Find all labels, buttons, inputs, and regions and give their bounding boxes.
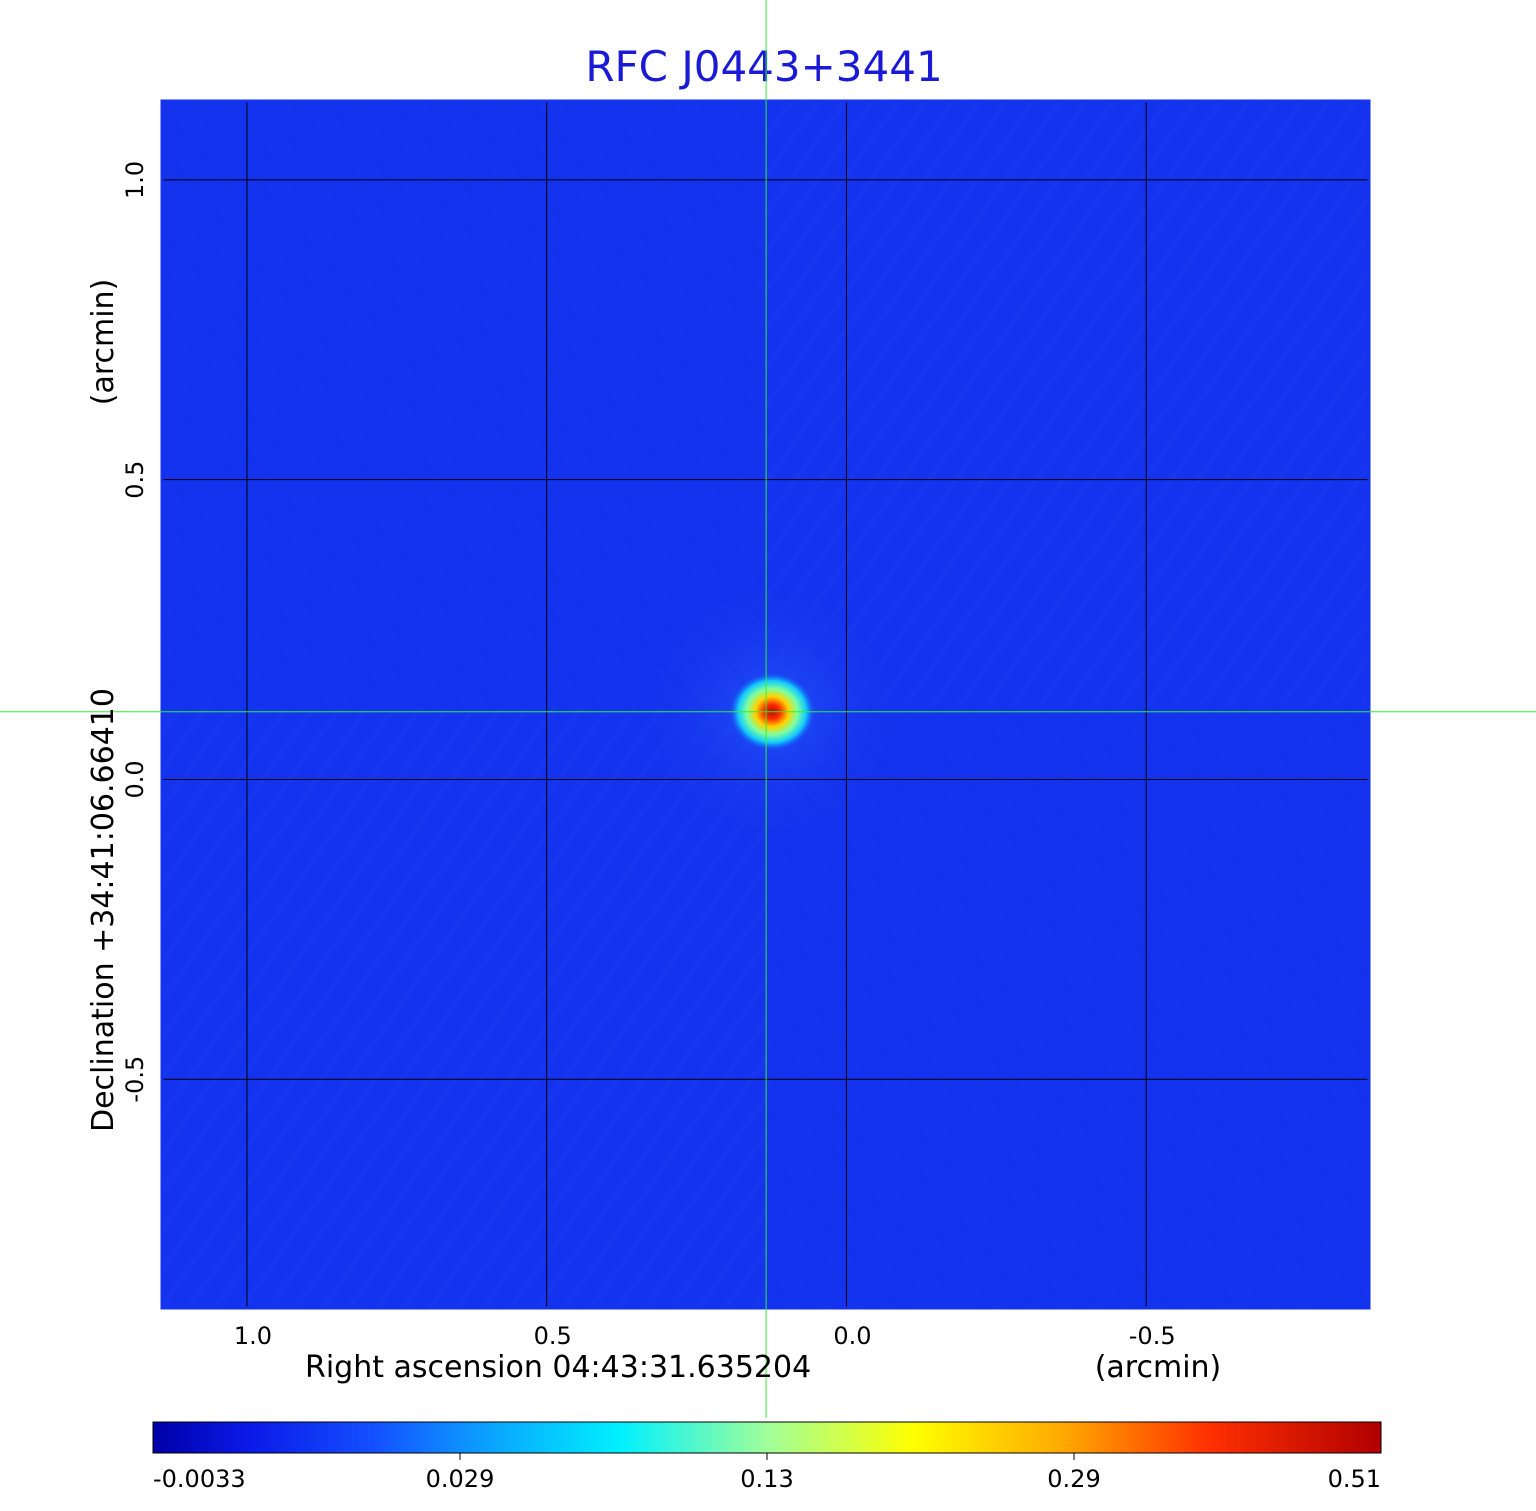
y-tick-label: 0.0 <box>121 760 149 798</box>
y-tick-label: -0.5 <box>121 1056 149 1103</box>
sidelobe-streaks-upper-right <box>767 102 1367 707</box>
colorbar <box>152 1421 1382 1454</box>
x-tick-label: 1.0 <box>234 1322 272 1350</box>
x-tick-label: -0.5 <box>1129 1322 1176 1350</box>
y-axis-unit: (arcmin) <box>86 279 121 406</box>
x-axis-unit: (arcmin) <box>1095 1350 1222 1385</box>
y-tick-label: 1.0 <box>121 161 149 199</box>
colorbar-ticks: -0.0033 0.029 0.13 0.29 0.51 <box>153 1453 1381 1493</box>
y-tick-label: 0.5 <box>121 461 149 499</box>
x-tick-labels: 1.0 0.5 0.0 -0.5 <box>234 1322 1176 1350</box>
colorbar-tick-label: 0.29 <box>1047 1465 1100 1493</box>
x-axis-label: Right ascension 04:43:31.635204 <box>305 1350 811 1385</box>
x-tick-label: 0.5 <box>534 1322 572 1350</box>
plot-frame <box>160 99 1371 1310</box>
chart-title: RFC J0443+3441 <box>585 42 942 91</box>
image-plot-area <box>163 102 1368 1307</box>
x-tick-label: 0.0 <box>833 1322 871 1350</box>
sidelobe-streaks-lower-right <box>767 707 1367 1307</box>
y-axis-label: Declination +34:41:06.66410 <box>86 688 121 1132</box>
colorbar-tick-label: -0.0033 <box>153 1465 246 1493</box>
sidelobe-streaks-lower-left <box>163 707 767 1307</box>
grid-lines <box>163 102 1368 1307</box>
colorbar-tick-label: 0.51 <box>1328 1465 1381 1493</box>
colorbar-tick-label: 0.13 <box>740 1465 793 1493</box>
y-tick-labels: 1.0 0.5 0.0 -0.5 <box>121 161 149 1103</box>
colorbar-tick-label: 0.029 <box>426 1465 495 1493</box>
sidelobe-streaks-upper-left <box>163 102 763 707</box>
